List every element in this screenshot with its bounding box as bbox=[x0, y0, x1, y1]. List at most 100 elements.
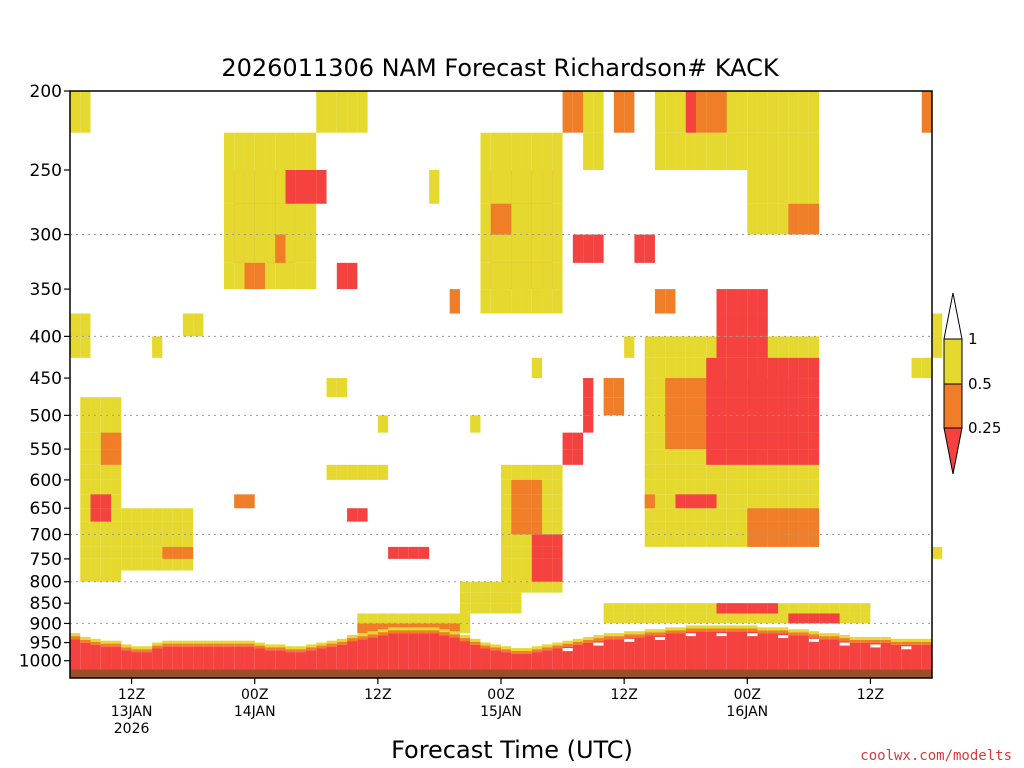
ri-cell bbox=[100, 432, 112, 450]
ri-cell bbox=[100, 521, 112, 535]
boundary-layer-cell bbox=[613, 636, 625, 640]
ri-cell bbox=[788, 534, 799, 547]
ri-cell bbox=[470, 581, 481, 593]
ri-region-mid-patch-16jan-r2 bbox=[716, 289, 768, 358]
boundary-layer-cell bbox=[778, 633, 789, 670]
ri-cell bbox=[778, 464, 789, 480]
ri-cell bbox=[531, 521, 543, 535]
ri-cell bbox=[808, 613, 820, 624]
ri-cell bbox=[685, 613, 696, 624]
ri-cell bbox=[737, 378, 748, 398]
boundary-layer-cell bbox=[347, 635, 358, 639]
ri-cell bbox=[829, 603, 840, 614]
ri-region-scatter-15 bbox=[377, 415, 389, 433]
boundary-layer-cell bbox=[757, 633, 768, 670]
ri-cell bbox=[480, 592, 491, 604]
boundary-layer-cell bbox=[316, 642, 327, 646]
ri-cell bbox=[757, 91, 768, 133]
ri-region-scatter-4 bbox=[654, 289, 676, 314]
ri-cell bbox=[90, 534, 101, 547]
ri-cell bbox=[685, 132, 696, 170]
ri-cell bbox=[234, 203, 245, 235]
ri-cell bbox=[480, 603, 491, 614]
boundary-layer-cell bbox=[449, 634, 460, 638]
ri-cell bbox=[521, 234, 532, 263]
ri-cell bbox=[90, 508, 101, 522]
boundary-layer-cell bbox=[264, 644, 276, 648]
ri-cell bbox=[244, 132, 255, 170]
boundary-layer-gap bbox=[562, 648, 573, 652]
ri-region-left-slope-o bbox=[100, 432, 122, 465]
ri-cell bbox=[778, 603, 789, 614]
ri-cell bbox=[737, 432, 748, 450]
ri-cell bbox=[654, 494, 666, 509]
ri-cell bbox=[572, 449, 584, 465]
ri-cell bbox=[726, 449, 738, 465]
boundary-layer-cell bbox=[860, 639, 871, 643]
ri-cell bbox=[757, 603, 768, 614]
ri-region-scatter-16 bbox=[470, 415, 481, 433]
ri-cell bbox=[234, 169, 245, 204]
ri-cell bbox=[449, 289, 460, 314]
ri-cell bbox=[182, 508, 194, 522]
ri-cell bbox=[726, 613, 738, 624]
ri-cell bbox=[716, 613, 727, 624]
ri-cell bbox=[521, 546, 532, 559]
ri-cell bbox=[511, 262, 522, 290]
ytick-label: 950 bbox=[30, 634, 62, 654]
boundary-layer-cell bbox=[788, 632, 799, 636]
boundary-layer-cell bbox=[644, 635, 655, 670]
ytick-label: 750 bbox=[30, 550, 62, 570]
boundary-layer-cell bbox=[716, 628, 727, 632]
ri-cell bbox=[80, 508, 91, 522]
boundary-layer-cell bbox=[182, 646, 194, 670]
boundary-layer-cell bbox=[459, 641, 471, 670]
ri-cell bbox=[695, 613, 707, 624]
credit-text: coolwx.com/modelts bbox=[860, 748, 1012, 764]
ri-cell bbox=[141, 508, 153, 522]
ri-cell bbox=[757, 132, 768, 170]
ri-cell bbox=[501, 289, 512, 314]
ri-cell bbox=[100, 397, 112, 416]
boundary-layer-cell bbox=[849, 642, 861, 670]
ri-cell bbox=[654, 378, 666, 398]
ri-cell bbox=[757, 378, 768, 398]
ri-cell bbox=[347, 262, 358, 290]
ytick-label: 400 bbox=[30, 327, 62, 347]
ri-cell bbox=[808, 397, 820, 416]
boundary-layer-cell bbox=[398, 630, 409, 634]
ri-cell bbox=[70, 313, 81, 337]
ri-region-upper-patch-16jan-o2 bbox=[695, 91, 727, 133]
richardson-cells bbox=[70, 91, 943, 678]
ri-cell bbox=[788, 603, 799, 614]
boundary-layer-cell bbox=[490, 650, 501, 670]
boundary-layer-cell bbox=[172, 640, 183, 644]
ytick-label: 800 bbox=[30, 573, 62, 593]
ri-cell bbox=[152, 546, 163, 559]
ri-cell bbox=[182, 313, 194, 337]
ri-cell bbox=[141, 534, 153, 547]
boundary-layer-cell bbox=[234, 643, 245, 647]
ri-cell bbox=[706, 521, 717, 535]
boundary-layer-cell bbox=[798, 632, 809, 636]
ri-cell bbox=[685, 449, 696, 465]
boundary-layer-cell bbox=[695, 628, 707, 632]
boundary-layer-cell bbox=[367, 631, 378, 635]
ri-region-scatter-3 bbox=[634, 234, 655, 263]
boundary-layer-cell bbox=[921, 638, 932, 642]
ri-cell bbox=[726, 508, 738, 522]
ri-cell bbox=[757, 613, 768, 624]
ri-cell bbox=[90, 464, 101, 480]
ri-cell bbox=[767, 479, 779, 495]
ri-cell bbox=[511, 603, 522, 614]
ri-cell bbox=[111, 415, 122, 433]
ri-cell bbox=[80, 432, 91, 450]
ri-cell bbox=[562, 449, 573, 465]
boundary-layer-cell bbox=[398, 633, 409, 670]
ri-cell bbox=[100, 494, 112, 509]
boundary-layer-cell bbox=[501, 649, 512, 653]
ri-cell bbox=[788, 521, 799, 535]
ri-region-mid-15jan-r2 bbox=[562, 432, 584, 465]
ri-cell bbox=[798, 479, 809, 495]
